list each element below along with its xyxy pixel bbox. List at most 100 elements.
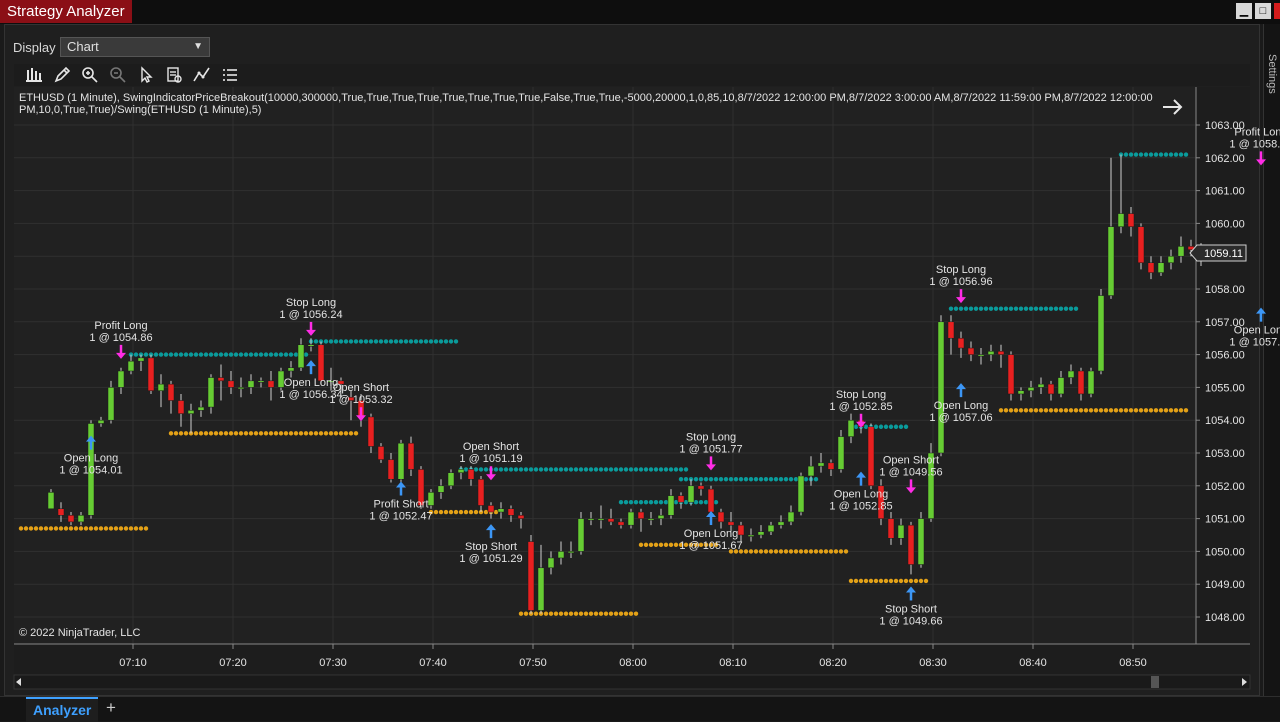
swing-low-dot [1018, 408, 1024, 413]
pointer-icon[interactable] [135, 64, 157, 86]
swing-high-dot [643, 467, 649, 472]
swing-high-dot [358, 339, 364, 344]
swing-high-dot [853, 424, 859, 429]
list-icon[interactable] [219, 64, 241, 86]
swing-high-dot [273, 352, 279, 357]
swing-low-dot [1023, 408, 1029, 413]
swing-high-dot [353, 339, 359, 344]
swing-low-dot [473, 509, 479, 515]
trade-label-fill: 1 @ 1051.19 [459, 453, 522, 465]
trade-arrow-down-icon [956, 297, 966, 304]
properties-icon[interactable] [163, 64, 185, 86]
indicators-icon[interactable] [191, 64, 213, 86]
trade-arrow-up-icon [486, 524, 496, 531]
swing-low-dot [828, 549, 834, 554]
chart-toolbar [14, 64, 1250, 86]
trade-label-fill: 1 @ 1052.85 [829, 501, 892, 513]
swing-low-dot [293, 431, 299, 436]
swing-high-dot [243, 352, 249, 357]
candle-down [907, 524, 915, 565]
swing-high-dot [168, 352, 174, 357]
candle-up [1107, 226, 1115, 296]
swing-high-dot [393, 339, 399, 344]
maximize-button[interactable]: □ [1255, 3, 1271, 19]
trade-label-action: Open Long [64, 453, 118, 465]
swing-low-dot [463, 509, 469, 515]
swing-high-dot [263, 352, 269, 357]
swing-low-dot [1038, 408, 1044, 413]
draw-pencil-icon[interactable] [51, 64, 73, 86]
display-select[interactable]: Chart ▼ [60, 37, 210, 57]
swing-high-dot [303, 352, 309, 357]
swing-high-dot [648, 467, 654, 472]
swing-low-dot [638, 542, 644, 548]
swing-high-dot [148, 352, 154, 357]
swing-low-dot [913, 578, 919, 584]
price-axis-area [1196, 87, 1250, 644]
swing-low-dot [863, 578, 869, 584]
candle-up [87, 423, 95, 516]
trade-label-action: Profit Short [373, 499, 428, 511]
candle-up [457, 469, 465, 473]
scroll-right-arrow-icon[interactable] [1163, 99, 1183, 115]
swing-high-dot [628, 500, 634, 505]
zoom-in-icon[interactable] [79, 64, 101, 86]
candle-up [837, 436, 845, 470]
trade-arrow-up-icon [906, 586, 916, 593]
candle-down [217, 377, 225, 382]
candle-up [307, 344, 315, 347]
swing-high-dot [793, 477, 799, 482]
close-button[interactable] [1274, 3, 1280, 19]
swing-high-dot [703, 500, 709, 505]
settings-side-tab[interactable]: Settings [1263, 24, 1280, 696]
candle-up [1087, 370, 1095, 395]
tab-analyzer[interactable]: Analyzer [26, 697, 99, 722]
bar-type-icon[interactable] [23, 64, 45, 86]
swing-high-dot [1018, 306, 1024, 311]
swing-low-dot [883, 578, 889, 584]
swing-high-dot [713, 500, 719, 505]
swing-low-dot [1158, 408, 1164, 413]
settings-tab-label: Settings [1266, 54, 1278, 94]
swing-low-dot [83, 526, 89, 531]
swing-high-dot [648, 500, 654, 505]
swing-high-dot [1058, 306, 1064, 311]
swing-low-dot [223, 431, 229, 436]
swing-high-dot [163, 352, 169, 357]
swing-high-dot [1153, 152, 1159, 157]
swing-low-dot [203, 431, 209, 436]
swing-high-dot [313, 339, 319, 344]
candle-down [697, 485, 705, 490]
scroll-left-icon[interactable] [16, 678, 21, 686]
scrollbar-thumb[interactable] [1151, 676, 1159, 688]
swing-low-dot [543, 611, 549, 616]
candle-up [247, 380, 255, 388]
scroll-right-icon[interactable] [1242, 678, 1247, 686]
minimize-button[interactable]: ▁ [1236, 3, 1252, 19]
candle-down [957, 337, 965, 349]
swing-low-dot [903, 578, 909, 584]
swing-low-dot [178, 431, 184, 436]
swing-low-dot [183, 431, 189, 436]
add-tab-button[interactable]: + [106, 698, 116, 717]
swing-high-dot [1158, 152, 1164, 157]
candle-down [67, 515, 75, 523]
swing-low-dot [173, 431, 179, 436]
zoom-out-icon[interactable] [107, 64, 129, 86]
swing-low-dot [468, 509, 474, 515]
swing-low-dot [28, 526, 34, 531]
swing-high-dot [778, 477, 784, 482]
swing-high-dot [578, 467, 584, 472]
time-tick-label: 08:30 [919, 657, 947, 669]
swing-high-dot [653, 467, 659, 472]
swing-low-dot [1108, 408, 1114, 413]
trade-label-fill: 1 @ 1054.86 [89, 332, 152, 344]
swing-low-dot [623, 611, 629, 616]
candle-up [627, 511, 635, 526]
trade-label-fill: 1 @ 1056.96 [929, 276, 992, 288]
swing-high-dot [678, 477, 684, 482]
candle-down [1147, 262, 1155, 273]
horizontal-scrollbar[interactable] [13, 674, 1251, 690]
swing-low-dot [733, 549, 739, 554]
